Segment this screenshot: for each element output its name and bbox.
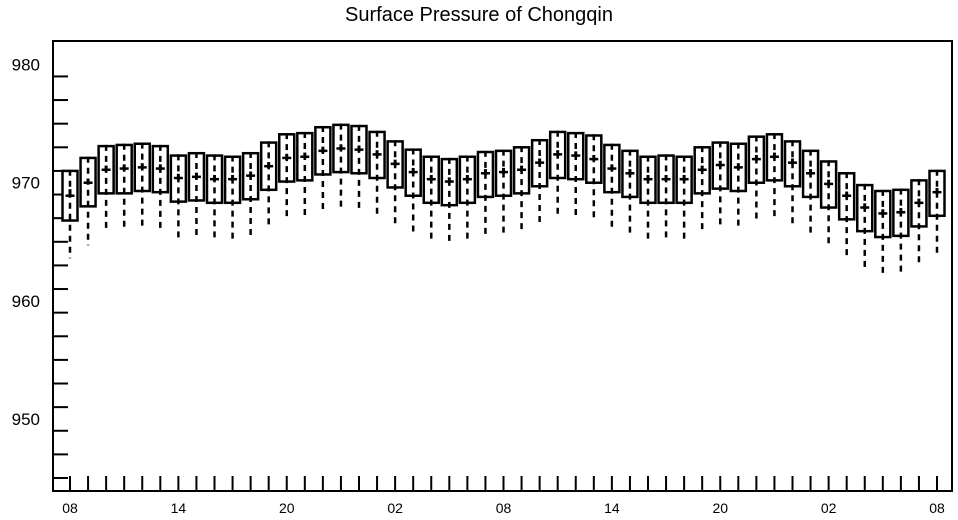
box-group	[801, 149, 820, 235]
box-group	[97, 144, 115, 233]
plot-frame	[52, 40, 953, 492]
box-group	[223, 155, 242, 242]
box-group	[910, 179, 928, 265]
box-group	[187, 151, 206, 239]
y-axis: 950 960 970 980	[12, 56, 68, 480]
box-group	[350, 124, 368, 213]
box-group	[711, 141, 729, 227]
box-group	[115, 143, 133, 232]
box-group	[874, 189, 892, 275]
box-group	[332, 123, 350, 212]
y-tick-label: 970	[12, 174, 40, 193]
box-group	[729, 142, 748, 228]
box-group	[79, 156, 97, 246]
x-tick-label: 08	[496, 500, 512, 516]
box-group	[61, 169, 79, 259]
box-group	[241, 151, 260, 239]
boxes-layer	[61, 123, 946, 275]
x-tick-label: 08	[62, 500, 78, 516]
box-group	[928, 169, 946, 254]
box-group	[169, 154, 188, 240]
box-group	[765, 133, 784, 219]
x-tick-label: 02	[387, 500, 403, 516]
box-group	[783, 140, 802, 225]
y-tick-label: 980	[12, 56, 40, 75]
box-group	[259, 141, 278, 228]
box-group	[621, 149, 639, 236]
x-tick-label: 08	[929, 500, 945, 516]
box-group	[422, 155, 440, 242]
box-group	[585, 134, 603, 221]
box-group	[657, 154, 675, 242]
box-group	[133, 142, 151, 229]
x-tick-label: 20	[712, 500, 728, 516]
box-group	[567, 131, 585, 217]
box-group	[494, 149, 513, 234]
box-group	[548, 130, 567, 216]
box-group	[458, 155, 477, 241]
box-group	[205, 154, 224, 241]
box-group	[278, 133, 296, 221]
box-group	[693, 146, 711, 233]
box-group	[368, 130, 386, 216]
box-group	[747, 135, 766, 221]
chart-title: Surface Pressure of Chongqin	[345, 4, 613, 26]
y-tick-label: 960	[12, 292, 40, 311]
box-group	[151, 144, 170, 230]
box-group	[603, 143, 621, 230]
x-axis: 08 14 20 02 08 14 20 02 08	[62, 476, 945, 516]
x-tick-label: 14	[171, 500, 187, 516]
x-tick-label: 02	[821, 500, 837, 516]
box-group	[856, 183, 874, 271]
y-tick-label: 950	[12, 410, 40, 429]
box-group	[512, 146, 531, 232]
box-group	[440, 157, 459, 245]
box-group	[404, 148, 422, 234]
x-tick-label: 20	[279, 500, 295, 516]
box-group	[819, 160, 838, 247]
box-group	[639, 155, 657, 242]
box-group	[314, 125, 332, 214]
box-group	[386, 140, 404, 226]
x-tick-label: 14	[604, 500, 620, 516]
box-group	[892, 188, 910, 274]
box-group	[530, 138, 549, 225]
box-group	[837, 172, 856, 259]
box-group	[675, 155, 693, 241]
box-group	[476, 150, 495, 235]
box-group	[296, 131, 314, 220]
